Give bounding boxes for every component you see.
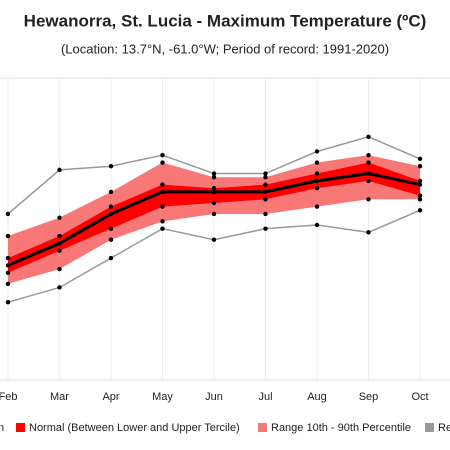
point bbox=[366, 230, 371, 235]
legend-swatch bbox=[16, 423, 25, 432]
point bbox=[211, 175, 217, 180]
point bbox=[314, 222, 320, 228]
point bbox=[160, 152, 165, 158]
plot-frame bbox=[0, 77, 450, 381]
point bbox=[417, 164, 423, 169]
point bbox=[57, 215, 62, 220]
point bbox=[417, 178, 423, 184]
point bbox=[417, 197, 423, 202]
point bbox=[366, 171, 371, 176]
point bbox=[263, 226, 268, 231]
point bbox=[314, 186, 320, 191]
point bbox=[108, 204, 114, 209]
x-tick-label: Mar bbox=[50, 391, 69, 403]
point bbox=[57, 241, 62, 246]
point bbox=[263, 171, 268, 176]
x-tick-label: Apr bbox=[102, 391, 119, 403]
x-tick-label: Jul bbox=[258, 391, 272, 403]
point bbox=[5, 281, 11, 286]
point bbox=[263, 189, 268, 195]
point bbox=[5, 211, 11, 217]
x-tick-label: Aug bbox=[307, 391, 327, 403]
point bbox=[211, 237, 217, 242]
point bbox=[108, 189, 114, 195]
point bbox=[160, 182, 165, 187]
point bbox=[417, 193, 423, 198]
x-tick-label: Jun bbox=[205, 391, 223, 403]
point bbox=[160, 204, 165, 209]
legend-swatch bbox=[258, 423, 267, 432]
point bbox=[366, 134, 371, 139]
chart-subtitle: (Location: 13.7°N, -61.0°W; Period of re… bbox=[61, 41, 389, 56]
point bbox=[366, 197, 371, 202]
point bbox=[314, 171, 320, 176]
point bbox=[366, 160, 371, 165]
point bbox=[211, 189, 217, 195]
legend-swatch bbox=[425, 423, 434, 432]
point bbox=[5, 270, 11, 275]
x-tick-label: May bbox=[152, 391, 173, 403]
point bbox=[263, 211, 268, 217]
point bbox=[5, 255, 11, 261]
point bbox=[211, 211, 217, 217]
point bbox=[108, 211, 114, 217]
point bbox=[314, 160, 320, 165]
legend-label: Range 10th - 90th Percentile bbox=[271, 422, 411, 434]
point bbox=[366, 178, 371, 184]
point bbox=[108, 164, 114, 169]
point bbox=[57, 266, 62, 272]
point bbox=[417, 182, 423, 187]
band-area bbox=[8, 162, 420, 273]
point bbox=[5, 263, 11, 268]
point bbox=[314, 204, 320, 209]
x-tick-label: Feb bbox=[0, 391, 17, 403]
point bbox=[57, 167, 62, 173]
point bbox=[314, 149, 320, 154]
point bbox=[263, 197, 268, 202]
point bbox=[108, 237, 114, 242]
point bbox=[5, 299, 11, 305]
chart-title: Hewanorra, St. Lucia - Maximum Temperatu… bbox=[24, 11, 427, 30]
point bbox=[211, 186, 217, 191]
point bbox=[417, 156, 423, 162]
x-tick-label: Sep bbox=[359, 391, 379, 403]
point bbox=[263, 182, 268, 187]
point bbox=[417, 208, 423, 213]
point bbox=[57, 248, 62, 253]
point bbox=[160, 219, 165, 224]
point bbox=[263, 175, 268, 180]
legend-label: n bbox=[0, 422, 4, 434]
point bbox=[211, 171, 217, 176]
point bbox=[57, 285, 62, 290]
point bbox=[366, 152, 371, 158]
point bbox=[160, 226, 165, 231]
point bbox=[211, 200, 217, 206]
point bbox=[108, 226, 114, 231]
point bbox=[314, 178, 320, 184]
legend-label: Normal (Between Lower and Upper Tercile) bbox=[29, 422, 240, 434]
point bbox=[5, 233, 11, 239]
point bbox=[108, 255, 114, 261]
point bbox=[160, 160, 165, 165]
point bbox=[57, 233, 62, 239]
legend-label: Re bbox=[438, 422, 450, 434]
x-tick-label: Oct bbox=[411, 391, 428, 403]
point bbox=[160, 189, 165, 195]
